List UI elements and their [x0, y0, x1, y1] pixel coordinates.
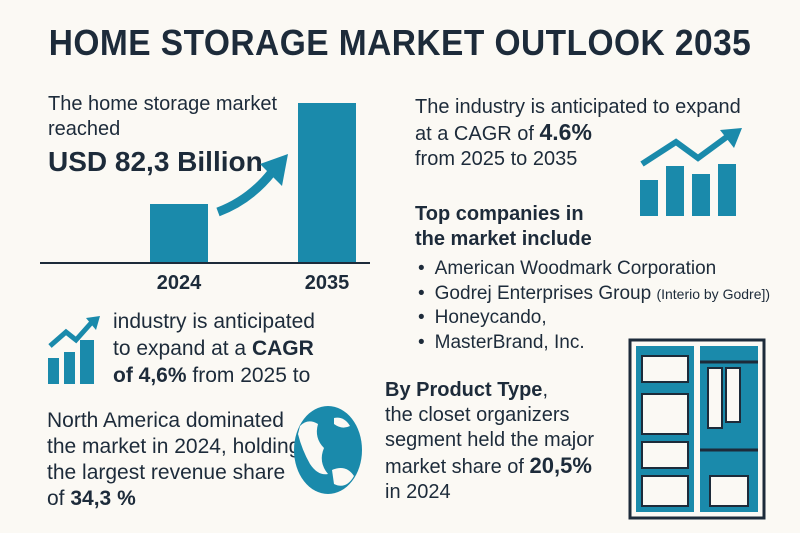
- companies-list: American Woodmark Corporation Godrej Ent…: [418, 257, 770, 355]
- company-name: MasterBrand, Inc.: [434, 331, 585, 353]
- market-line1: The home storage market: [48, 93, 277, 115]
- cagr-top-line3: from 2025 to 2035: [415, 148, 578, 170]
- product-line4: market share of: [385, 456, 530, 478]
- region-line1: North America dominated: [47, 409, 284, 432]
- product-share-value: 20,5%: [529, 453, 592, 478]
- market-line2: reached: [48, 118, 121, 140]
- product-line3: segment held the major: [385, 429, 595, 451]
- companies-heading: Top companies in the market include: [415, 202, 592, 252]
- region-line4: of: [47, 487, 71, 510]
- bar-label-2024: 2024: [156, 272, 202, 294]
- company-name: American Woodmark Corporation: [434, 258, 717, 279]
- chart-baseline: [40, 262, 370, 264]
- bar-2035: [298, 103, 356, 262]
- cagr-top-label: at a CAGR of: [415, 123, 540, 145]
- globe-icon: [294, 406, 362, 494]
- cagr-mid-text: industry is anticipated to expand at a C…: [113, 308, 315, 389]
- cagr-top-line1: The industry is anticipated to expand: [415, 96, 741, 118]
- cagr-top-text: The industry is anticipated to expand at…: [415, 95, 741, 172]
- cagr-mid-cagr: CAGR: [251, 337, 314, 360]
- company-name: Godrej Enterprises Group: [434, 282, 652, 304]
- company-item: Honeycando,: [418, 306, 770, 331]
- cagr-mid-post: from 2025 to: [186, 364, 311, 387]
- closet-icon: [628, 338, 766, 520]
- market-text: The home storage market reached: [48, 92, 277, 142]
- bar-label-2035: 2035: [304, 272, 350, 294]
- product-comma: ,: [542, 379, 548, 401]
- company-name: Honeycando,: [434, 307, 547, 328]
- cagr-mid-line1: industry is anticipated: [113, 310, 315, 333]
- region-text: North America dominated the market in 20…: [47, 408, 300, 512]
- product-line5: in 2024: [385, 481, 451, 503]
- market-value: USD 82,3 Billion: [48, 146, 263, 177]
- region-line3: the largest revenue share: [47, 461, 286, 484]
- companies-heading-2: the market include: [415, 228, 592, 250]
- bar-chart-growth-icon: [48, 316, 100, 384]
- cagr-mid-value: of 4,6%: [113, 364, 187, 387]
- bar-2024: [150, 204, 208, 262]
- company-note: (Interio by Godre]): [656, 285, 771, 302]
- companies-heading-1: Top companies in: [415, 203, 584, 225]
- company-item: MasterBrand, Inc.: [418, 331, 770, 356]
- region-share-value: 34,3 %: [70, 487, 136, 510]
- product-line2: the closet organizers: [385, 404, 570, 426]
- page-title: HOME STORAGE MARKET OUTLOOK 2035: [48, 22, 752, 63]
- product-heading: By Product Type: [385, 379, 543, 401]
- growth-arrow-icon: [216, 154, 288, 217]
- cagr-top-value: 4.6%: [539, 119, 592, 145]
- company-item: Godrej Enterprises Group (Interio by God…: [418, 282, 770, 307]
- company-item: American Woodmark Corporation: [418, 257, 770, 282]
- region-line2: the market in 2024, holding: [47, 435, 301, 458]
- product-text: By Product Type, the closet organizers s…: [385, 378, 594, 505]
- bar-chart-growth-icon: [640, 128, 742, 216]
- cagr-mid-label: to expand at a: [113, 337, 252, 360]
